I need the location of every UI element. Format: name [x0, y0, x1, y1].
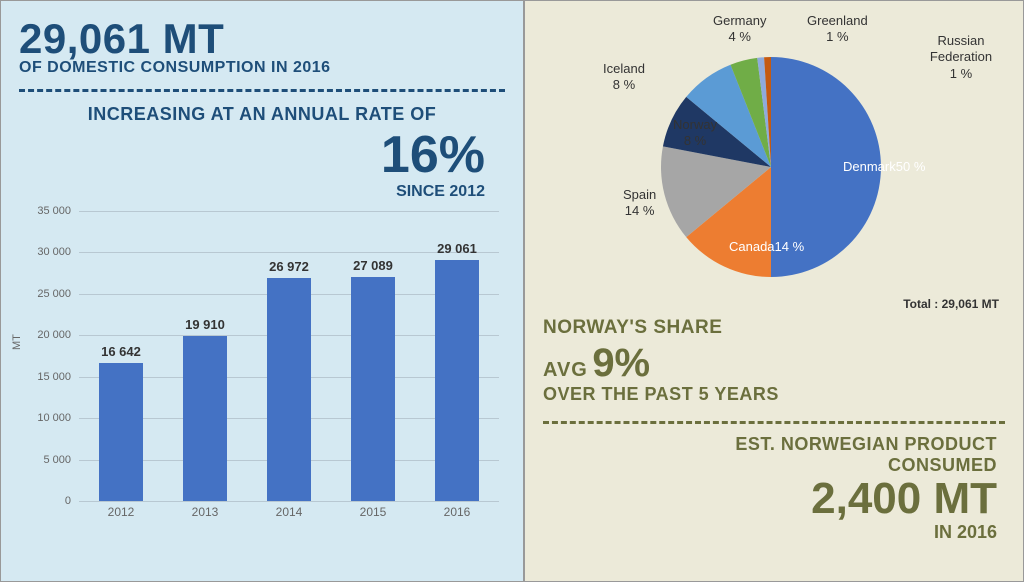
right-panel: Total : 29,061 MT Denmark50 %Canada14 %S…: [524, 0, 1024, 582]
share-title: NORWAY'S SHARE: [543, 317, 1005, 339]
rate-value: 16%: [19, 129, 505, 181]
pie-label-group: Canada14 %: [729, 239, 804, 255]
est-line2: CONSUMED: [543, 455, 997, 476]
pie-label-group: Russian Federation 1 %: [917, 33, 1005, 82]
y-axis-label: MT: [11, 334, 23, 350]
pie-slice-label: Germany: [713, 13, 766, 28]
pie-slice-label: Greenland: [807, 13, 868, 28]
pie-slice-pct: 14 %: [623, 203, 656, 219]
share-sub: OVER THE PAST 5 YEARS: [543, 384, 1005, 405]
x-tick: 2012: [86, 505, 156, 519]
headline-sub: OF DOMESTIC CONSUMPTION IN 2016: [19, 59, 505, 77]
pie-slice-pct: 14 %: [775, 239, 805, 254]
divider: [19, 89, 505, 92]
gridline: [79, 501, 499, 502]
pie-slice-label: Denmark: [843, 159, 896, 174]
pie-label-group: Denmark50 %: [843, 159, 925, 175]
pie-slice-pct: 1 %: [807, 29, 868, 45]
bar: [267, 278, 311, 501]
gridline: [79, 211, 499, 212]
pie-slice-pct: 1 %: [917, 66, 1005, 82]
bar-value-label: 16 642: [86, 344, 156, 359]
divider: [543, 421, 1005, 424]
pie-label-group: Iceland8 %: [603, 61, 645, 94]
est-line1: EST. NORWEGIAN PRODUCT: [543, 434, 997, 455]
est-value: 2,400 MT: [543, 476, 997, 522]
bar: [435, 260, 479, 501]
y-tick: 25 000: [29, 288, 71, 300]
bar-value-label: 29 061: [422, 241, 492, 256]
pie-label-group: Norway8 %: [673, 117, 717, 150]
pie-total-label: Total : 29,061 MT: [903, 297, 999, 311]
bar-chart: MT 05 00010 00015 00020 00025 00030 0003…: [19, 205, 505, 535]
pie-label-group: Greenland1 %: [807, 13, 868, 46]
pie-chart: Total : 29,061 MT Denmark50 %Canada14 %S…: [543, 9, 1005, 309]
bar-value-label: 19 910: [170, 317, 240, 332]
pie-slice-label: Iceland: [603, 61, 645, 76]
est-year: IN 2016: [543, 522, 997, 543]
pie-slice-pct: 50 %: [896, 159, 926, 174]
headline-value: 29,061 MT: [19, 15, 505, 63]
bar: [183, 336, 227, 501]
y-tick: 10 000: [29, 412, 71, 424]
pie-slice-label: Norway: [673, 117, 717, 132]
pie-slice-pct: 8 %: [603, 77, 645, 93]
pie-slice-label: Spain: [623, 187, 656, 202]
y-tick: 5 000: [29, 454, 71, 466]
y-tick: 0: [29, 495, 71, 507]
left-panel: 29,061 MT OF DOMESTIC CONSUMPTION IN 201…: [0, 0, 524, 582]
bar-value-label: 27 089: [338, 258, 408, 273]
y-tick: 20 000: [29, 329, 71, 341]
bar: [351, 277, 395, 501]
rate-since: SINCE 2012: [19, 183, 505, 201]
x-tick: 2016: [422, 505, 492, 519]
pie-label-group: Germany4 %: [713, 13, 766, 46]
y-tick: 15 000: [29, 371, 71, 383]
y-tick: 35 000: [29, 205, 71, 217]
x-tick: 2013: [170, 505, 240, 519]
rate-label: INCREASING AT AN ANNUAL RATE OF: [19, 104, 505, 125]
estimate-block: EST. NORWEGIAN PRODUCT CONSUMED 2,400 MT…: [543, 434, 1005, 543]
share-avg: AVG 9%: [543, 341, 1005, 386]
pie-slice-label: Canada: [729, 239, 775, 254]
share-avg-prefix: AVG: [543, 359, 588, 381]
pie-slice-label: Russian Federation: [930, 33, 992, 64]
x-tick: 2014: [254, 505, 324, 519]
bar-chart-plot: 05 00010 00015 00020 00025 00030 00035 0…: [79, 211, 499, 501]
pie-label-group: Spain14 %: [623, 187, 656, 220]
y-tick: 30 000: [29, 246, 71, 258]
share-avg-value: 9%: [592, 341, 650, 385]
pie-slice-pct: 8 %: [673, 133, 717, 149]
pie-slice-pct: 4 %: [713, 29, 766, 45]
bar-value-label: 26 972: [254, 259, 324, 274]
x-tick: 2015: [338, 505, 408, 519]
bar: [99, 363, 143, 501]
